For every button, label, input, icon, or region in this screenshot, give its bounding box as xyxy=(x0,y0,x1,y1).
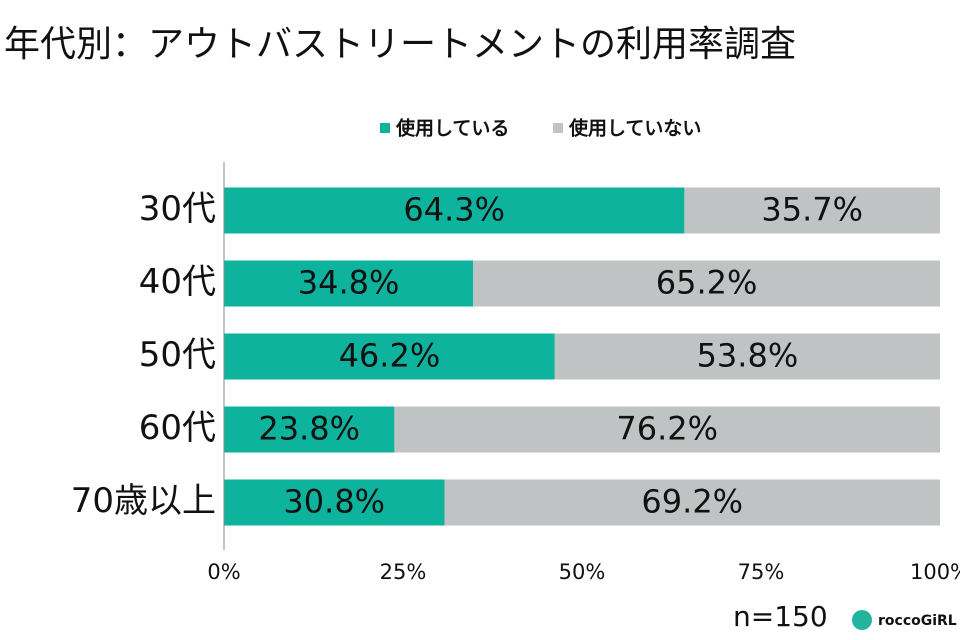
y-tick-label: 50代 xyxy=(139,335,216,375)
y-tick-label: 40代 xyxy=(139,262,216,302)
bar-segment xyxy=(394,406,941,453)
brand: roccoGiRL xyxy=(878,613,957,629)
bar-segment xyxy=(684,187,940,234)
x-tick-label: 0% xyxy=(207,560,240,584)
sample-note: n=150 xyxy=(733,600,828,633)
x-tick-label: 100% xyxy=(910,560,960,584)
legend-label: 使用している xyxy=(395,118,509,140)
data-label: 65.2% xyxy=(656,264,758,302)
data-label: 69.2% xyxy=(641,483,743,521)
data-label: 34.8% xyxy=(298,264,400,302)
bar-segment xyxy=(444,479,940,526)
x-tick-label: 75% xyxy=(738,560,785,584)
legend-swatch xyxy=(380,123,390,133)
legend-swatch xyxy=(553,123,563,133)
data-label: 30.8% xyxy=(283,483,385,521)
legend-label: 使用していない xyxy=(568,118,701,140)
y-tick-label: 70歳以上 xyxy=(71,481,216,521)
data-label: 76.2% xyxy=(616,410,718,448)
data-label: 35.7% xyxy=(761,191,863,229)
x-tick-label: 50% xyxy=(559,560,606,584)
y-tick-label: 60代 xyxy=(139,408,216,448)
bar-segment xyxy=(224,187,685,234)
data-label: 53.8% xyxy=(697,337,799,375)
chart-title: 年代別：アウトバストリートメントの利用率調査 xyxy=(4,24,796,65)
y-tick-label: 30代 xyxy=(139,189,216,229)
bar-segment xyxy=(224,479,445,526)
brand-icon xyxy=(852,610,872,630)
bar-segment xyxy=(224,333,555,380)
bar-segment xyxy=(554,333,940,380)
x-tick-label: 25% xyxy=(380,560,427,584)
data-label: 64.3% xyxy=(403,191,505,229)
data-label: 23.8% xyxy=(258,410,360,448)
bar-segment xyxy=(473,260,940,307)
bar-segment xyxy=(224,260,474,307)
bar-segment xyxy=(224,406,395,453)
data-label: 46.2% xyxy=(339,337,441,375)
